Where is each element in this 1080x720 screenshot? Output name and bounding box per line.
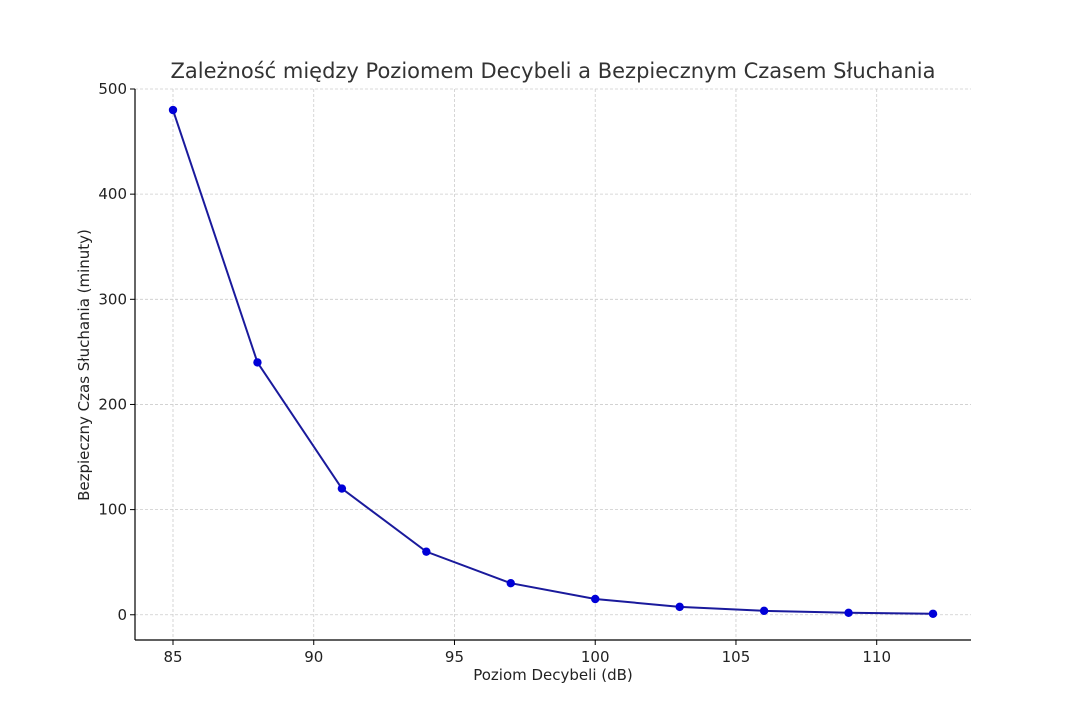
x-tick-label: 110	[862, 648, 891, 666]
x-tick-label: 85	[163, 648, 182, 666]
data-point	[844, 608, 853, 617]
series-line	[172, 109, 934, 615]
x-tick-label: 100	[581, 648, 610, 666]
data-point	[168, 105, 178, 115]
y-tick-label: 200	[98, 395, 127, 413]
y-tick-label: 100	[98, 501, 127, 519]
chart-title: Zależność między Poziomem Decybeli a Bez…	[171, 59, 936, 83]
x-tick-label: 95	[445, 648, 464, 666]
data-point	[591, 594, 600, 604]
y-tick-label: 300	[98, 290, 127, 308]
data-point	[422, 547, 431, 556]
y-axis-label: Bezpieczny Czas Słuchania (minuty)	[75, 229, 93, 501]
markers	[168, 105, 938, 618]
x-tick-label: 90	[304, 648, 323, 666]
data-point	[337, 484, 347, 493]
axes	[134, 89, 971, 641]
x-tick-label: 105	[722, 648, 751, 666]
x-axis-label: Poziom Decybeli (dB)	[473, 666, 633, 684]
data-point	[675, 602, 684, 612]
data-point	[253, 358, 262, 367]
y-tick-label: 400	[98, 185, 127, 203]
data-point	[506, 579, 515, 588]
y-tick-label: 0	[117, 606, 127, 624]
data-point	[928, 609, 938, 618]
grid	[135, 88, 971, 640]
y-tick-label: 500	[98, 80, 127, 98]
data-point	[759, 606, 769, 616]
